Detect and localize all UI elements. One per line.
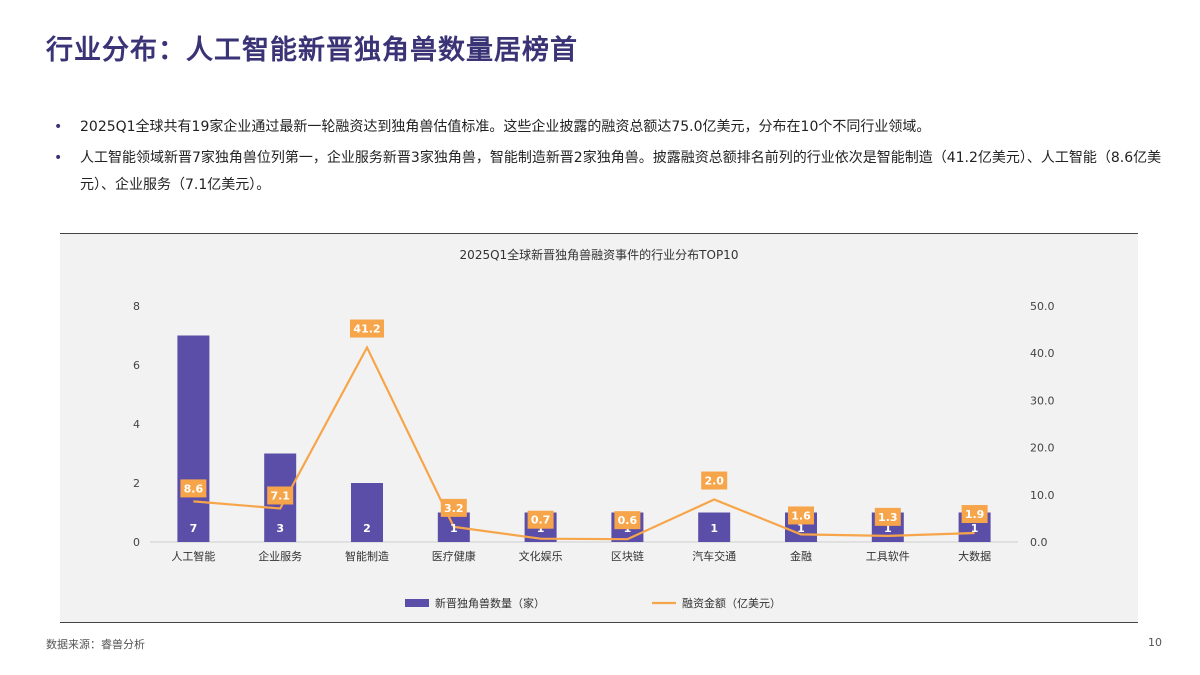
y-right-tick-label: 20.0: [1030, 442, 1055, 455]
line-data-label-bg: [701, 471, 728, 490]
y-right-tick-label: 0.0: [1030, 536, 1048, 549]
chart-title: 2025Q1全球新晋独角兽融资事件的行业分布TOP10: [460, 247, 739, 262]
y-right-tick-label: 50.0: [1030, 300, 1055, 313]
bar-data-label: 3: [276, 522, 284, 535]
bullet-text: 2025Q1全球共有19家企业通过最新一轮融资达到独角兽估值标准。这些企业披露的…: [80, 119, 931, 135]
y-left-tick-label: 8: [133, 300, 140, 313]
combo-chart: 2025Q1全球新晋独角兽融资事件的行业分布TOP10 0 2 4 6 8 0.0 10.0 2…: [133, 247, 1055, 610]
x-tick-label: 金融: [790, 549, 812, 563]
y-left-tick-label: 2: [133, 477, 140, 490]
bar-data-label: 1: [710, 522, 718, 535]
bullet-item: • 人工智能领域新晋7家独角兽位列第一，企业服务新晋3家独角兽，智能制造新晋2家…: [52, 145, 1162, 199]
y-left-tick-label: 0: [133, 536, 140, 549]
line-data-label-bg: [267, 486, 294, 505]
bar-data-label: 2: [363, 522, 371, 535]
line-data-label-bg: [180, 479, 207, 498]
legend-swatch-bar: [405, 599, 429, 607]
line-data-label-bg: [788, 506, 814, 525]
bar: [351, 483, 383, 542]
bullet-text: 人工智能领域新晋7家独角兽位列第一，企业服务新晋3家独角兽，智能制造新晋2家独角…: [80, 150, 1162, 193]
summary-bullets: • 2025Q1全球共有19家企业通过最新一轮融资达到独角兽估值标准。这些企业披…: [52, 114, 1162, 203]
x-tick-label: 区块链: [611, 549, 644, 563]
x-tick-label: 大数据: [958, 549, 991, 563]
legend-label-bar: 新晋独角兽数量（家）: [435, 596, 545, 610]
y-left-tick-label: 4: [133, 418, 140, 431]
chart-panel: 2025Q1全球新晋独角兽融资事件的行业分布TOP10 0 2 4 6 8 0.0 10.0 2…: [60, 233, 1138, 623]
line-data-label: 0.7: [531, 514, 551, 527]
x-tick-label: 医疗健康: [432, 549, 476, 563]
line-data-label: 0.6: [618, 514, 638, 527]
x-tick-label: 文化娱乐: [519, 549, 563, 563]
line-data-label-bg: [350, 319, 384, 338]
line-data-label: 3.2: [444, 502, 464, 515]
line-data-label: 41.2: [353, 323, 380, 336]
x-tick-label: 汽车交通: [692, 549, 736, 563]
line-data-label-bg: [527, 510, 554, 529]
y-left-tick-label: 6: [133, 359, 140, 372]
line-data-label: 8.6: [184, 482, 204, 495]
bar: [177, 335, 210, 542]
x-tick-label: 工具软件: [866, 549, 910, 563]
page-number: 10: [1148, 636, 1162, 649]
bar: [698, 512, 731, 542]
line-data-label-bg: [614, 511, 641, 530]
x-tick-label: 人工智能: [171, 549, 215, 563]
bullet-marker: •: [54, 150, 63, 166]
bullet-marker: •: [54, 119, 63, 135]
legend-label-line: 融资金额（亿美元）: [682, 596, 781, 610]
line-data-label: 2.0: [704, 475, 724, 488]
bar-data-label: 1: [797, 522, 805, 535]
bar-data-label: 1: [450, 522, 458, 535]
y-right-tick-label: 10.0: [1030, 489, 1055, 502]
bar-data-label: 1: [884, 522, 892, 535]
bar-data-label: 7: [190, 522, 198, 535]
line-data-label: 1.9: [965, 508, 985, 521]
line-data-label-bg: [874, 507, 901, 526]
data-source: 数据来源：睿兽分析: [46, 638, 145, 651]
line-data-label-bg: [440, 498, 467, 517]
x-tick-label: 企业服务: [258, 549, 302, 563]
x-tick-label: 智能制造: [345, 549, 389, 563]
line-data-label: 1.6: [791, 509, 811, 522]
bar-data-label: 1: [971, 522, 979, 535]
y-right-tick-label: 30.0: [1030, 394, 1055, 407]
y-right-tick-label: 40.0: [1030, 347, 1055, 360]
line-data-label: 1.3: [878, 511, 898, 524]
page-title: 行业分布：人工智能新晋独角兽数量居榜首: [46, 35, 578, 66]
line-data-label: 7.1: [270, 489, 290, 502]
bullet-item: • 2025Q1全球共有19家企业通过最新一轮融资达到独角兽估值标准。这些企业披…: [52, 114, 1162, 141]
line-series: [193, 345, 975, 541]
line-data-label-bg: [961, 505, 988, 524]
